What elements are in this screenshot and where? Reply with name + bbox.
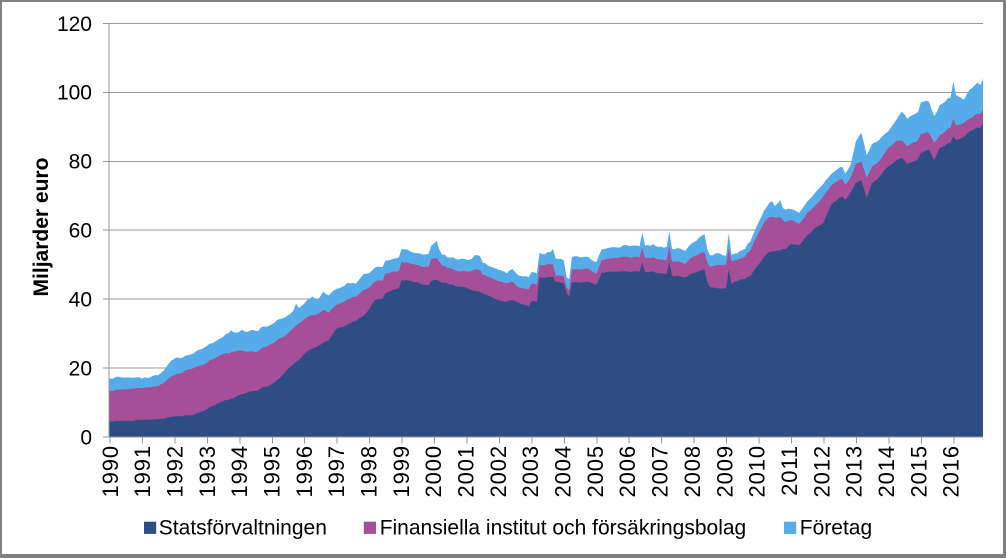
svg-text:2005: 2005 [583,445,608,498]
svg-text:1995: 1995 [260,445,285,498]
svg-text:80: 80 [69,151,92,174]
svg-text:1991: 1991 [130,445,155,498]
svg-text:2013: 2013 [842,445,867,498]
svg-text:1999: 1999 [389,445,414,498]
svg-text:2002: 2002 [486,445,511,498]
svg-text:60: 60 [69,220,92,243]
svg-text:1992: 1992 [163,445,188,498]
svg-text:2014: 2014 [874,445,899,498]
svg-text:120: 120 [57,13,92,36]
svg-text:2015: 2015 [906,445,931,498]
svg-text:0: 0 [80,426,92,449]
svg-text:2006: 2006 [615,445,640,498]
svg-text:2016: 2016 [939,445,964,498]
svg-text:2008: 2008 [680,445,705,498]
svg-text:1996: 1996 [292,445,317,498]
svg-text:1994: 1994 [227,445,252,498]
svg-text:2003: 2003 [518,445,543,498]
svg-text:40: 40 [69,289,92,312]
svg-text:1997: 1997 [324,445,349,498]
svg-text:2010: 2010 [745,445,770,498]
svg-text:2012: 2012 [809,445,834,498]
svg-text:2011: 2011 [777,445,802,496]
svg-text:2009: 2009 [712,445,737,498]
svg-text:1993: 1993 [195,445,220,498]
svg-text:100: 100 [57,82,92,105]
svg-text:Miljarder euro: Miljarder euro [30,158,53,297]
svg-text:1990: 1990 [98,445,123,498]
svg-text:Statsförvaltningen: Statsförvaltningen [159,516,327,539]
svg-text:1998: 1998 [357,445,382,498]
svg-text:2007: 2007 [648,445,673,498]
svg-text:2000: 2000 [421,445,446,498]
svg-text:2001: 2001 [454,445,479,498]
svg-text:Finansiella institut och försä: Finansiella institut och försäkringsbola… [380,516,747,539]
svg-text:Företag: Företag [800,516,872,539]
svg-text:2004: 2004 [551,445,576,498]
svg-text:20: 20 [69,357,92,380]
